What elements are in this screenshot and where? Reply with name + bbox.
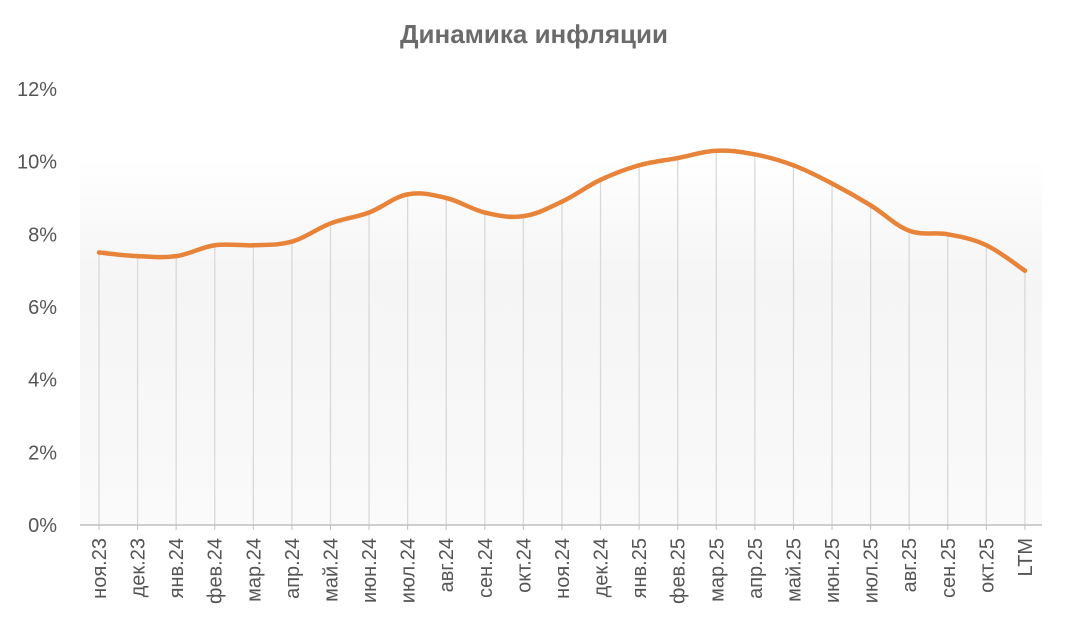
x-tick-label: июл.24 — [398, 538, 420, 603]
y-tick-label: 2% — [28, 442, 57, 464]
data-point — [212, 243, 217, 248]
data-point — [984, 243, 989, 248]
x-tick-label: дек.24 — [591, 538, 613, 597]
data-point — [752, 152, 758, 157]
x-axis-tick-labels: ноя.23 дек.23 янв.24 фев.24 мар.24 апр.24 май.… — [89, 525, 1037, 604]
x-tick-label: май.24 — [320, 538, 342, 602]
data-point — [135, 253, 140, 259]
x-tick-label: апр.25 — [745, 538, 767, 599]
data-point — [405, 192, 410, 197]
y-axis-tick-labels: 0% 2% 4% 6% 8% 10% 12% — [17, 79, 57, 537]
data-point — [1022, 268, 1028, 273]
y-tick-label: 12% — [17, 79, 57, 101]
x-tick-label: июн.24 — [359, 538, 381, 603]
data-point — [482, 210, 487, 215]
y-tick-label: 8% — [28, 224, 57, 246]
x-tick-label: LTM — [1015, 538, 1037, 577]
data-point — [598, 177, 603, 183]
chart-title: Динамика инфляции — [400, 19, 668, 49]
data-point — [945, 232, 950, 237]
x-tick-label: мар.25 — [706, 538, 728, 602]
data-point — [791, 163, 796, 168]
data-point — [636, 163, 642, 168]
series-layer — [96, 148, 1028, 273]
data-point — [96, 250, 102, 255]
x-tick-label: ноя.23 — [89, 538, 111, 599]
data-point — [829, 181, 835, 186]
x-tick-label: фев.25 — [668, 538, 690, 604]
x-tick-label: июн.25 — [822, 538, 844, 603]
data-point — [444, 195, 449, 201]
plot-area-background — [80, 160, 1042, 525]
y-tick-label: 0% — [28, 515, 57, 537]
x-tick-label: авг.25 — [899, 538, 921, 592]
y-tick-label: 6% — [28, 297, 57, 319]
data-point — [675, 155, 680, 161]
data-point — [868, 203, 873, 208]
y-tick-label: 4% — [28, 370, 57, 392]
x-tick-label: май.25 — [783, 538, 805, 602]
data-point — [521, 213, 526, 219]
x-tick-label: янв.25 — [629, 538, 651, 598]
x-tick-label: июл.25 — [861, 538, 883, 603]
data-point — [906, 228, 912, 233]
data-point — [251, 243, 256, 248]
y-tick-label: 10% — [17, 152, 57, 174]
x-tick-label: сен.25 — [938, 538, 960, 598]
data-point — [173, 253, 179, 259]
x-tick-label: фев.24 — [205, 538, 227, 604]
x-tick-label: окт.25 — [976, 538, 998, 593]
x-tick-label: апр.24 — [282, 538, 304, 599]
x-tick-label: окт.24 — [513, 538, 535, 593]
data-point — [366, 210, 372, 215]
data-point — [328, 221, 333, 226]
vertical-drop-lines — [98, 150, 1026, 525]
x-tick-label: сен.24 — [475, 538, 497, 598]
data-point — [559, 199, 565, 204]
data-point — [289, 239, 295, 244]
x-tick-label: ноя.24 — [552, 538, 574, 599]
data-point — [714, 148, 719, 153]
x-tick-label: дек.23 — [128, 538, 150, 597]
x-tick-label: авг.24 — [436, 538, 458, 592]
x-tick-label: янв.24 — [166, 538, 188, 598]
x-tick-label: мар.24 — [243, 538, 265, 602]
